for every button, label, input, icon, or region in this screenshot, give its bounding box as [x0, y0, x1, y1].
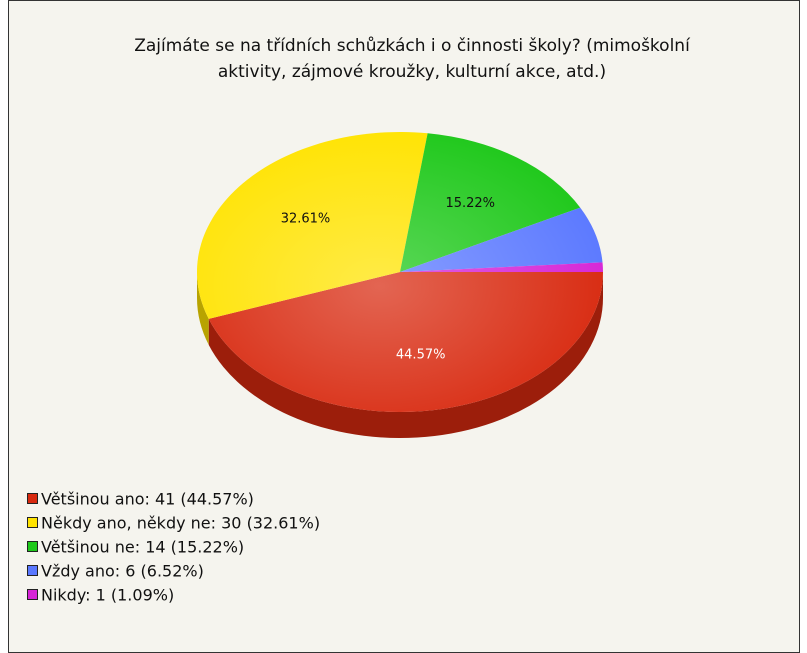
legend-label: Vždy ano: 6 (6.52%) — [41, 562, 204, 581]
chart-title: Zajímáte se na třídních schůzkách i o či… — [134, 36, 691, 56]
legend-swatch — [27, 589, 38, 600]
data-label: 44.57% — [396, 347, 446, 362]
data-label: 32.61% — [281, 211, 331, 226]
legend-swatch — [27, 565, 38, 576]
legend-swatch — [27, 541, 38, 552]
legend-swatch — [27, 517, 38, 528]
legend-label: Většinou ne: 14 (15.22%) — [41, 538, 244, 557]
legend-label: Většinou ano: 41 (44.57%) — [41, 490, 254, 509]
data-label: 15.22% — [445, 196, 495, 211]
legend-label: Někdy ano, někdy ne: 30 (32.61%) — [41, 514, 320, 533]
legend-label: Nikdy: 1 (1.09%) — [41, 586, 174, 605]
chart-title: aktivity, zájmové kroužky, kulturní akce… — [218, 62, 606, 82]
legend-swatch — [27, 493, 38, 504]
